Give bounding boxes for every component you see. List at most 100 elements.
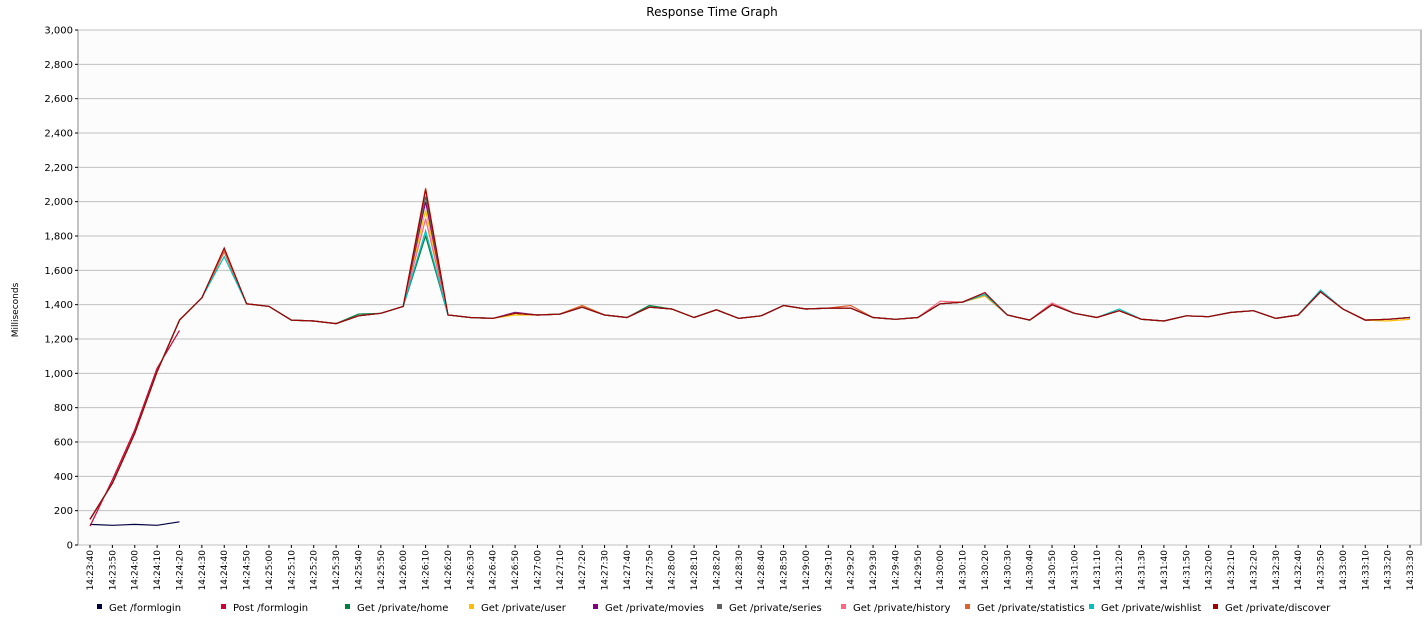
x-tick-label: 14:30:40	[1026, 550, 1036, 591]
y-tick-label: 800	[54, 403, 73, 414]
x-tick-label: 14:30:30	[1003, 550, 1013, 591]
x-tick-label: 14:23:50	[108, 550, 118, 591]
x-tick-label: 14:27:20	[578, 550, 588, 591]
y-tick-label: 0	[67, 541, 73, 552]
y-tick-label: 2,000	[44, 197, 73, 208]
x-tick-label: 14:24:40	[220, 550, 230, 591]
x-tick-label: 14:28:20	[712, 550, 722, 591]
legend-swatch	[97, 604, 102, 609]
legend-label: Get /private/series	[729, 603, 822, 614]
x-tick-label: 14:24:50	[243, 550, 253, 591]
x-tick-label: 14:29:10	[824, 550, 834, 591]
x-tick-label: 14:31:10	[1093, 550, 1103, 591]
x-tick-label: 14:26:00	[399, 550, 409, 591]
x-tick-label: 14:31:50	[1182, 550, 1192, 591]
x-tick-label: 14:32:10	[1227, 550, 1237, 591]
x-tick-label: 14:26:40	[489, 550, 499, 591]
x-tick-label: 14:31:00	[1070, 550, 1080, 591]
x-tick-label: 14:25:00	[265, 550, 275, 591]
plot-area	[77, 29, 1422, 546]
x-tick-label: 14:29:30	[869, 550, 879, 591]
x-tick-label: 14:24:20	[175, 550, 185, 591]
x-tick-label: 14:31:20	[1115, 550, 1125, 591]
y-tick-label: 1,800	[44, 232, 73, 243]
x-tick-label: 14:30:50	[1048, 550, 1058, 591]
x-tick-label: 14:30:00	[936, 550, 946, 591]
x-tick-label: 14:28:00	[668, 550, 678, 591]
x-tick-label: 14:27:50	[645, 550, 655, 591]
x-tick-label: 14:24:10	[153, 550, 163, 591]
y-tick-label: 3,000	[44, 26, 73, 37]
y-tick-label: 1,000	[44, 369, 73, 380]
x-tick-label: 14:29:00	[802, 550, 812, 591]
y-tick-label: 2,800	[44, 60, 73, 71]
x-tick-label: 14:25:30	[332, 550, 342, 591]
x-tick-label: 14:28:10	[690, 550, 700, 591]
x-tick-label: 14:31:40	[1160, 550, 1170, 591]
x-tick-label: 14:24:00	[131, 550, 141, 591]
x-tick-label: 14:27:10	[556, 550, 566, 591]
x-tick-label: 14:28:40	[757, 550, 767, 591]
y-axis-label: Milliseconds	[11, 282, 21, 337]
legend-swatch	[593, 604, 598, 609]
x-tick-label: 14:30:20	[981, 550, 991, 591]
legend-label: Get /private/user	[481, 603, 567, 614]
y-tick-label: 1,600	[44, 266, 73, 277]
x-tick-label: 14:33:30	[1406, 550, 1416, 591]
legend-swatch	[221, 604, 226, 609]
x-tick-label: 14:32:20	[1249, 550, 1259, 591]
x-tick-label: 14:23:40	[86, 550, 96, 591]
x-tick-label: 14:26:50	[511, 550, 521, 591]
legend-swatch	[717, 604, 722, 609]
x-tick-label: 14:33:20	[1384, 550, 1394, 591]
legend-swatch	[1089, 604, 1094, 609]
legend-label: Get /private/statistics	[977, 603, 1085, 614]
legend-label: Get /private/history	[853, 603, 951, 614]
x-tick-label: 14:32:40	[1294, 550, 1304, 591]
y-tick-label: 1,200	[44, 335, 73, 346]
legend-swatch	[841, 604, 846, 609]
x-tick-label: 14:29:50	[914, 550, 924, 591]
x-tick-label: 14:32:50	[1317, 550, 1327, 591]
chart-title: Response Time Graph	[646, 5, 777, 19]
x-tick-label: 14:31:30	[1138, 550, 1148, 591]
x-tick-label: 14:25:50	[377, 550, 387, 591]
x-tick-label: 14:33:00	[1339, 550, 1349, 591]
x-tick-label: 14:24:30	[198, 550, 208, 591]
legend-swatch	[965, 604, 970, 609]
legend-label: Get /private/wishlist	[1101, 603, 1201, 614]
x-tick-label: 14:27:40	[623, 550, 633, 591]
y-tick-label: 400	[54, 472, 73, 483]
legend-label: Get /private/home	[357, 603, 448, 614]
x-tick-label: 14:26:30	[466, 550, 476, 591]
x-tick-label: 14:29:20	[847, 550, 857, 591]
x-tick-label: 14:30:10	[959, 550, 969, 591]
x-tick-label: 14:28:50	[780, 550, 790, 591]
legend-label: Get /private/discover	[1225, 603, 1331, 614]
y-tick-label: 2,600	[44, 94, 73, 105]
x-tick-label: 14:32:30	[1272, 550, 1282, 591]
legend-label: Post /formlogin	[233, 603, 308, 614]
legend-swatch	[469, 604, 474, 609]
y-tick-label: 600	[54, 438, 73, 449]
x-tick-label: 14:26:10	[422, 550, 432, 591]
series-line	[89, 189, 1411, 520]
y-tick-label: 1,400	[44, 300, 73, 311]
series-line	[89, 521, 180, 526]
x-tick-label: 14:28:30	[735, 550, 745, 591]
x-tick-label: 14:27:00	[533, 550, 543, 591]
x-tick-label: 14:27:30	[601, 550, 611, 591]
legend-label: Get /private/movies	[605, 603, 704, 614]
x-tick-label: 14:25:20	[310, 550, 320, 591]
y-tick-label: 200	[54, 506, 73, 517]
y-tick-label: 2,400	[44, 129, 73, 140]
x-tick-label: 14:26:20	[444, 550, 454, 591]
x-tick-label: 14:29:40	[891, 550, 901, 591]
legend-swatch	[345, 604, 350, 609]
legend-label: Get /formlogin	[109, 603, 181, 614]
x-tick-label: 14:25:40	[354, 550, 364, 591]
y-tick-label: 2,200	[44, 163, 73, 174]
x-tick-label: 14:32:00	[1205, 550, 1215, 591]
x-tick-label: 14:33:10	[1361, 550, 1371, 591]
